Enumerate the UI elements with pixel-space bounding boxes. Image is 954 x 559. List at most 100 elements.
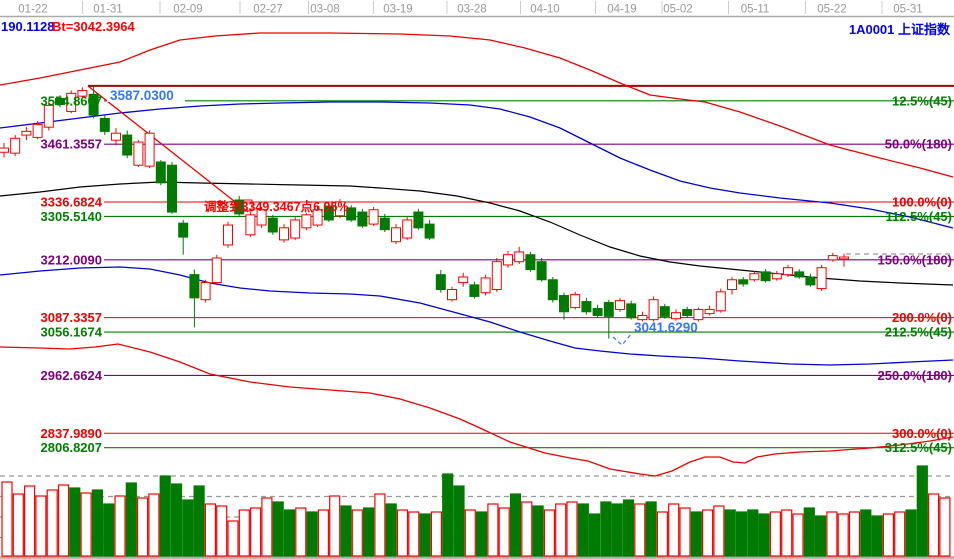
volume-bar-down bbox=[600, 501, 612, 557]
volume-bar-down bbox=[690, 511, 702, 557]
candle-down bbox=[536, 261, 547, 281]
volume-bar-up bbox=[351, 509, 363, 557]
price-level-label: 2962.6624 bbox=[41, 368, 103, 383]
candle-down bbox=[357, 211, 368, 227]
candle-up bbox=[570, 294, 581, 309]
date-tick-label: 04-10 bbox=[530, 4, 559, 16]
volume-bar-up bbox=[57, 484, 70, 557]
candle-up bbox=[279, 227, 289, 241]
candle-up bbox=[827, 255, 838, 261]
candle-up bbox=[21, 130, 32, 136]
candle-up bbox=[402, 219, 413, 239]
date-tick-label: 01-31 bbox=[93, 4, 122, 16]
candle-up bbox=[503, 254, 513, 266]
pct-level-label: 112.5%(45) bbox=[886, 209, 953, 224]
ma-blue-upper-line bbox=[0, 101, 954, 229]
annotations: 调整到3349.3467点6.95% 3041.6290 bbox=[204, 199, 954, 346]
trendline bbox=[87, 85, 249, 213]
candle-down bbox=[167, 164, 177, 213]
volume-bar-up bbox=[543, 509, 556, 557]
candle-down bbox=[794, 271, 805, 278]
pct-level-label: 50.0%(180) bbox=[885, 137, 952, 152]
volume-bar-up bbox=[939, 497, 951, 557]
candle-down bbox=[435, 274, 446, 290]
volume-bar-down bbox=[645, 501, 657, 557]
volume-bar-up bbox=[464, 509, 476, 557]
pct-level-label: 300.0%(0) bbox=[892, 426, 952, 441]
candle-up bbox=[491, 261, 502, 290]
candle-down bbox=[55, 97, 65, 105]
pct-level-label: 100.0%(0) bbox=[892, 195, 952, 210]
volume-bar-up bbox=[894, 511, 906, 557]
volume-bar-down bbox=[442, 473, 454, 557]
candle-up bbox=[458, 276, 469, 284]
candle-up bbox=[368, 209, 379, 225]
level-labels: 3554.8607 12.5%(45) 3461.3557 50.0%(180) 333… bbox=[41, 88, 952, 455]
volume-bar-up bbox=[12, 493, 24, 557]
volume-bar-down bbox=[182, 499, 194, 557]
candle-up bbox=[256, 209, 267, 226]
candle-down bbox=[323, 205, 334, 221]
date-tick-label: 03-28 bbox=[457, 4, 486, 16]
volume-bar-up bbox=[114, 495, 126, 557]
candle-down bbox=[122, 134, 133, 156]
candle-down bbox=[234, 199, 245, 215]
volume-bar-up bbox=[769, 511, 782, 557]
date-tick-label: 03-08 bbox=[310, 4, 339, 16]
ma-blue-lower-line bbox=[0, 266, 954, 366]
candle-up bbox=[301, 214, 312, 229]
volume-bar-down bbox=[159, 475, 171, 557]
candle-up bbox=[783, 267, 793, 276]
candle-up bbox=[771, 273, 782, 280]
price-level-label: 3056.1674 bbox=[41, 325, 103, 340]
volume-bar-up bbox=[882, 513, 895, 557]
volume-bar-up bbox=[238, 509, 250, 557]
volume-bar-up bbox=[498, 507, 510, 557]
price-level-label: 2806.8207 bbox=[41, 440, 102, 455]
volume-bar-down bbox=[622, 499, 635, 557]
volume-bar-up bbox=[396, 509, 409, 557]
volume-bar-up bbox=[927, 493, 940, 557]
trend-annotation-text: 调整到3349.3467点6.95% bbox=[204, 199, 349, 214]
volume-bar-down bbox=[340, 505, 352, 557]
volume-bar-up bbox=[80, 492, 92, 557]
volume-bar-down bbox=[193, 485, 205, 557]
volume-bar-down bbox=[803, 507, 815, 557]
volume-bar-up bbox=[227, 520, 239, 557]
volume-bar-up bbox=[848, 511, 861, 557]
pct-level-label: 12.5%(45) bbox=[892, 93, 952, 108]
candle-up bbox=[200, 282, 211, 301]
candle-down bbox=[189, 274, 200, 299]
volume-bar-up bbox=[656, 511, 669, 557]
volume-bar-down bbox=[758, 513, 770, 557]
volume-bar-up bbox=[521, 501, 533, 557]
volume-bar-up bbox=[35, 495, 47, 557]
volume-bar-down bbox=[272, 501, 284, 557]
volume-bar-down bbox=[905, 509, 917, 557]
volume-bar-up bbox=[566, 501, 578, 557]
date-tick-label: 05-22 bbox=[817, 4, 846, 16]
candle-down bbox=[581, 301, 592, 313]
pct-level-label: 200.0%(0) bbox=[892, 310, 952, 325]
volume-bar-down bbox=[385, 503, 397, 557]
volume-bar-down bbox=[103, 503, 115, 557]
candle-up bbox=[749, 273, 760, 281]
lower-band-line bbox=[0, 343, 954, 477]
pct-level-label: 150.0%(180) bbox=[878, 252, 952, 267]
price-level-label: 3461.3557 bbox=[41, 137, 102, 152]
volume-bar-down bbox=[611, 503, 623, 557]
candle-down bbox=[760, 271, 771, 282]
volume-bar-up bbox=[792, 513, 804, 557]
candle-down bbox=[682, 308, 693, 316]
volume-bar-down bbox=[476, 511, 488, 557]
volume-bar-up bbox=[261, 497, 273, 557]
volume-bar-up bbox=[204, 503, 216, 557]
candle-up bbox=[514, 251, 525, 263]
candle-up bbox=[671, 312, 681, 320]
candle-up bbox=[312, 209, 323, 226]
peak-price-label: 3587.0300 bbox=[110, 88, 174, 103]
candle-down bbox=[592, 308, 603, 316]
candle-down bbox=[424, 223, 435, 239]
volume-bar-up bbox=[137, 497, 149, 557]
